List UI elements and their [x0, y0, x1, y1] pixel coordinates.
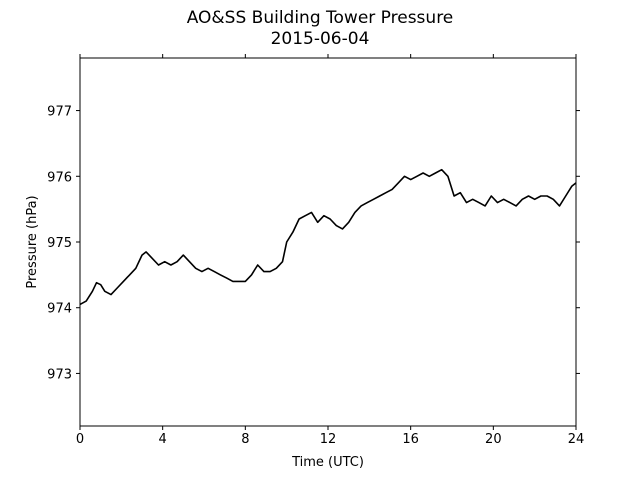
x-axis-label: Time (UTC)	[291, 455, 364, 470]
pressure-series-line	[79, 168, 577, 306]
y-tick-label: 974	[47, 302, 72, 317]
x-tick-label: 0	[76, 432, 84, 447]
x-tick-label: 16	[402, 432, 419, 447]
series-layer	[79, 168, 577, 306]
y-tick-label: 977	[47, 105, 72, 120]
y-tick-label: 975	[47, 236, 72, 251]
plot-frame	[79, 57, 577, 427]
x-tick-label: 20	[485, 432, 502, 447]
y-axis-label: Pressure (hPa)	[25, 195, 40, 288]
y-tick-label: 976	[47, 170, 72, 185]
chart-title: AO&SS Building Tower Pressure	[186, 8, 454, 28]
x-tick-label: 24	[568, 432, 585, 447]
ticks-layer: 0 4 8 12 16 20 24 973 974 975 976 977	[47, 54, 584, 447]
x-tick-label: 4	[159, 432, 167, 447]
chart-subtitle: 2015-06-04	[270, 29, 370, 49]
y-tick-label: 973	[47, 367, 72, 382]
x-tick-label: 12	[320, 432, 337, 447]
x-tick-label: 8	[241, 432, 249, 447]
